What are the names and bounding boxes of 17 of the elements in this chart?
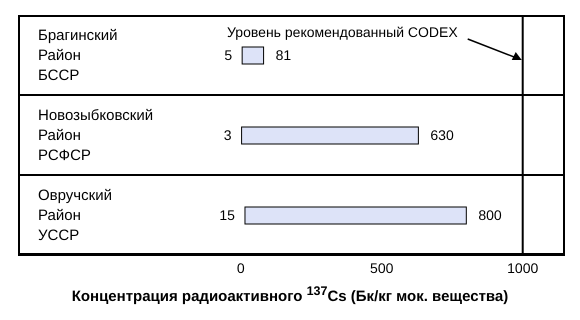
ref-line-label: Уровень рекомендованный CODEX [227, 24, 458, 40]
annotation: 3 [224, 127, 232, 143]
bar [241, 126, 419, 144]
y-tick-label: Овручский Район УССР [38, 187, 112, 244]
annotation: 15 [219, 207, 236, 223]
x-tick-label: 1000 [507, 260, 538, 276]
bar [244, 206, 467, 224]
y-tick-label: Брагинский Район БССР [38, 27, 118, 84]
y-tick-label: Новозыбковский Район РСФСР [38, 107, 154, 164]
x-tick-label: 500 [370, 260, 394, 276]
annotation: 5 [224, 47, 232, 63]
bar [242, 46, 264, 64]
x-tick-label: 0 [236, 260, 245, 276]
annotation: 81 [276, 47, 292, 63]
annotation: 630 [430, 127, 454, 143]
x-axis-title: Концентрация радиоактивного $^{137}$Cs (Бк/кг мок. вещества) [70, 284, 510, 305]
annotation: 800 [478, 207, 502, 223]
